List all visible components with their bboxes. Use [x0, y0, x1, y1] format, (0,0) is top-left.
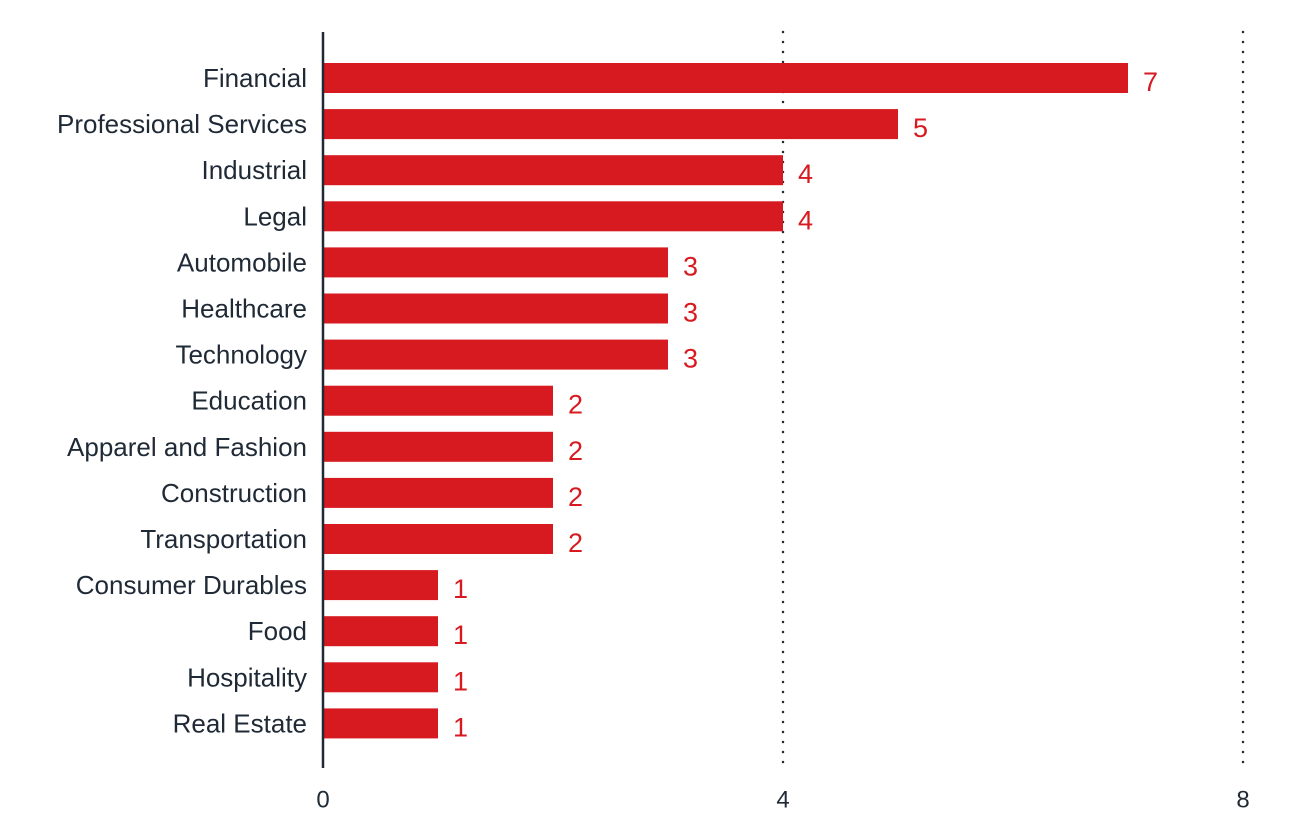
category-label-legal: Legal	[243, 201, 307, 231]
value-label-education: 2	[568, 390, 583, 420]
bar-healthcare	[323, 293, 668, 324]
bar-apparel-and-fashion	[323, 431, 553, 462]
bar-industrial	[323, 155, 783, 186]
value-label-legal: 4	[798, 205, 813, 235]
value-label-automobile: 3	[683, 251, 698, 281]
value-label-technology: 3	[683, 344, 698, 374]
category-label-automobile: Automobile	[177, 247, 307, 277]
category-label-real-estate: Real Estate	[173, 708, 307, 738]
bar-professional-services	[323, 109, 898, 140]
value-label-apparel-and-fashion: 2	[568, 436, 583, 466]
category-label-financial: Financial	[203, 63, 307, 93]
tick-labels: 0 4 8	[316, 787, 1249, 814]
value-label-real-estate: 1	[453, 712, 468, 742]
category-label-construction: Construction	[161, 478, 307, 508]
bar-construction	[323, 477, 553, 508]
x-tick-label-4: 4	[776, 787, 789, 814]
bar-food	[323, 616, 438, 647]
value-label-consumer-durables: 1	[453, 574, 468, 604]
category-label-hospitality: Hospitality	[187, 662, 307, 692]
value-label-industrial: 4	[798, 159, 813, 189]
category-label-professional-services: Professional Services	[57, 109, 307, 139]
category-label-transportation: Transportation	[140, 524, 307, 554]
value-labels: 7 5 4 4 3 3 3 2 2 2 2 1 1 1 1	[453, 67, 1158, 742]
value-label-transportation: 2	[568, 528, 583, 558]
bar-education	[323, 385, 553, 416]
category-label-education: Education	[191, 386, 307, 416]
x-tick-label-8: 8	[1236, 787, 1249, 814]
category-label-healthcare: Healthcare	[181, 294, 307, 324]
bar-automobile	[323, 247, 668, 278]
category-label-food: Food	[248, 616, 307, 646]
x-tick-label-0: 0	[316, 787, 329, 814]
bar-consumer-durables	[323, 570, 438, 601]
category-label-technology: Technology	[175, 340, 307, 370]
category-label-apparel-and-fashion: Apparel and Fashion	[67, 432, 307, 462]
bar-technology	[323, 339, 668, 370]
bar-hospitality	[323, 662, 438, 693]
bar-legal	[323, 201, 783, 232]
value-label-construction: 2	[568, 482, 583, 512]
value-label-hospitality: 1	[453, 666, 468, 696]
category-label-industrial: Industrial	[202, 155, 308, 185]
value-label-financial: 7	[1143, 67, 1158, 97]
category-label-consumer-durables: Consumer Durables	[76, 570, 307, 600]
value-label-healthcare: 3	[683, 298, 698, 328]
bar-financial	[323, 63, 1128, 93]
bars	[323, 63, 1128, 739]
grid-lines	[781, 30, 1245, 770]
category-labels: Financial Professional Services Industrial…	[57, 63, 307, 738]
bar-transportation	[323, 524, 553, 554]
value-label-food: 1	[453, 620, 468, 650]
value-label-professional-services: 5	[913, 113, 928, 143]
bar-real-estate	[323, 708, 438, 739]
